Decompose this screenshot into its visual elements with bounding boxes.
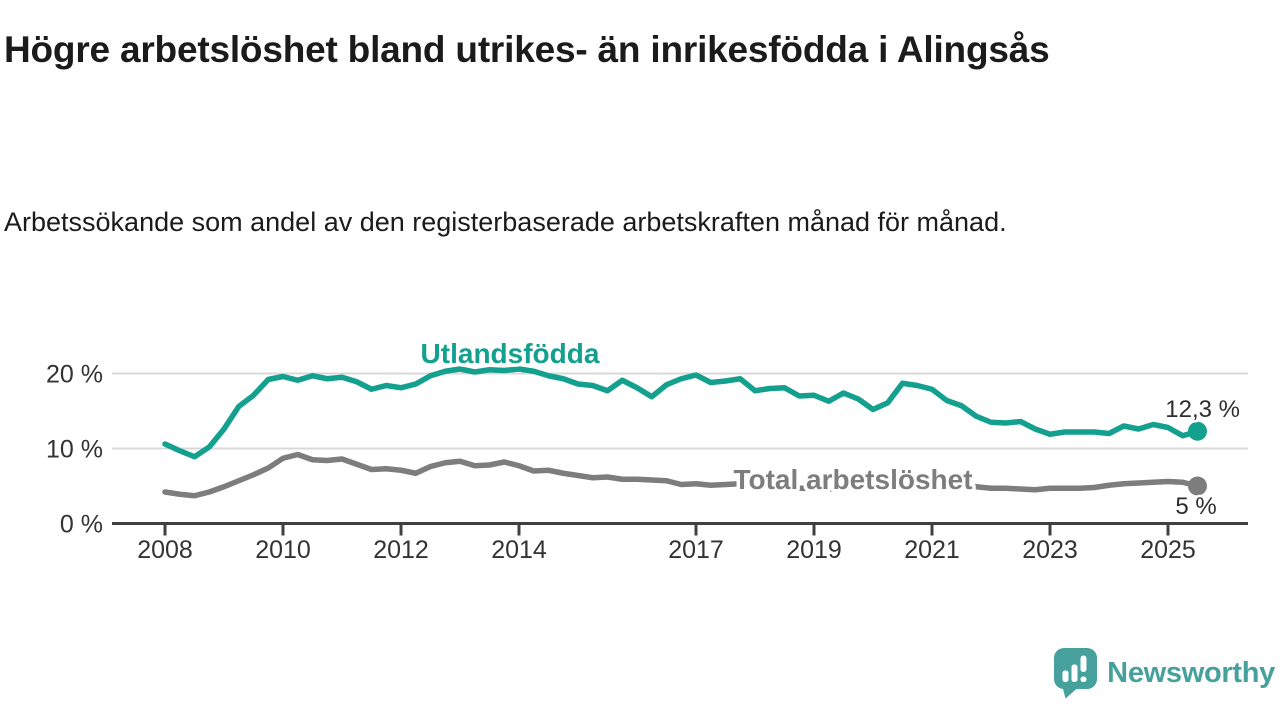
- page-title: Högre arbetslöshet bland utrikes- än inr…: [4, 29, 1050, 70]
- x-axis-tick-label: 2014: [491, 536, 547, 564]
- x-axis-tick-label: 2017: [668, 536, 724, 564]
- series-end-dot: [1188, 421, 1207, 441]
- series-label: Total arbetslöshet: [733, 464, 972, 495]
- series-end-value-label: 12,3 %: [1165, 396, 1240, 423]
- brand-name: Newsworthy: [1107, 656, 1275, 689]
- series-line-total: [162, 451, 1201, 499]
- series-end-dot: [1188, 476, 1207, 496]
- x-axis-tick-label: 2019: [786, 536, 842, 564]
- brand-footer: Newsworthy: [1052, 647, 1275, 699]
- y-axis-tick-label: 10 %: [46, 436, 103, 464]
- x-axis-tick-label: 2025: [1140, 536, 1196, 564]
- x-axis-tick-label: 2023: [1022, 536, 1078, 564]
- newsworthy-logo-icon: [1054, 648, 1098, 699]
- series-end-value-label: 5 %: [1175, 493, 1216, 520]
- series-line-utlandsfodda: [162, 366, 1201, 460]
- x-axis-tick-label: 2012: [373, 536, 429, 564]
- chart-subtitle: Arbetssökande som andel av den registerb…: [4, 207, 1007, 237]
- series-label: Utlandsfödda: [421, 338, 600, 369]
- x-axis-tick-label: 2021: [904, 536, 960, 564]
- y-axis-tick-label: 20 %: [46, 361, 103, 389]
- y-axis-tick-label: 0 %: [60, 511, 103, 539]
- x-axis-tick-label: 2010: [255, 536, 311, 564]
- x-axis-tick-label: 2008: [137, 536, 193, 564]
